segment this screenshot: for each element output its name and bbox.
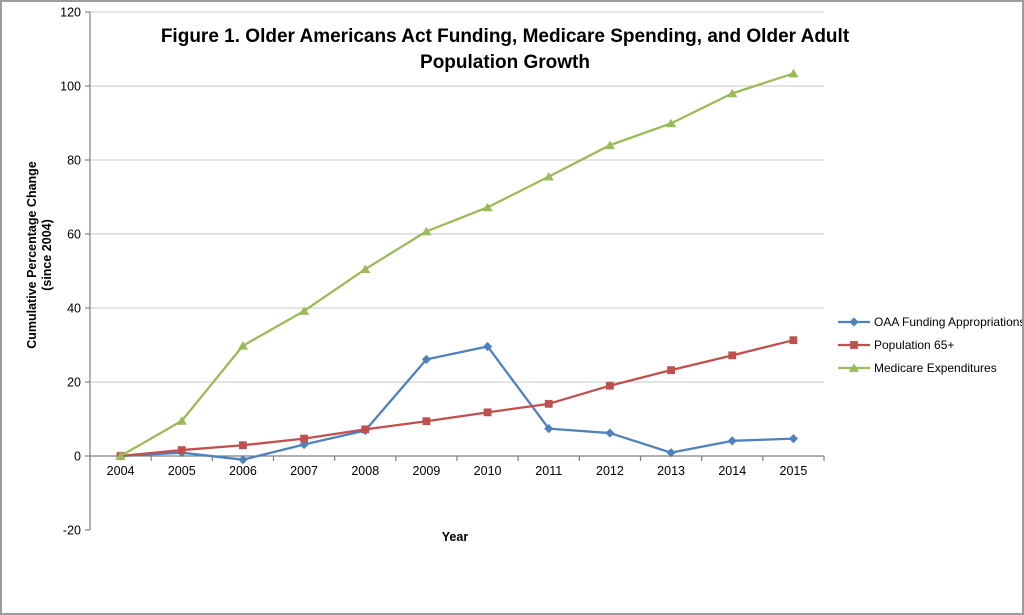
marker-triangle: [604, 140, 616, 150]
marker-square: [606, 381, 614, 390]
marker-triangle: [298, 306, 310, 315]
marker-square: [789, 336, 798, 345]
y-tick-label: 100: [60, 80, 81, 94]
marker-diamond: [544, 424, 554, 434]
legend-label: Medicare Expenditures: [874, 360, 997, 375]
legend-item-oaa-funding: OAA Funding Appropriations: [838, 310, 1024, 333]
marker-diamond: [849, 316, 859, 327]
marker-square: [544, 399, 553, 408]
x-tick-label: 2015: [780, 464, 808, 478]
y-tick-label: 0: [74, 450, 81, 464]
x-tick-label: 2010: [474, 464, 502, 478]
x-tick-label: 2009: [413, 464, 441, 478]
marker-square: [728, 351, 737, 360]
marker-square: [422, 417, 431, 426]
x-tick-label: 2006: [229, 464, 257, 478]
y-tick-label: 80: [67, 154, 81, 168]
marker-diamond: [299, 439, 309, 450]
chart-title: Figure 1. Older Americans Act Funding, M…: [2, 24, 1008, 76]
marker-square: [361, 425, 370, 434]
y-tick-label: 40: [67, 302, 81, 316]
marker-triangle: [543, 172, 554, 181]
marker-square: [667, 366, 675, 375]
marker-diamond: [238, 455, 248, 465]
series-line: [120, 345, 794, 461]
legend-item-population-65: Population 65+: [838, 333, 1022, 356]
x-tick-label: 2013: [657, 464, 685, 478]
marker-diamond: [421, 354, 432, 365]
marker-diamond: [727, 436, 737, 446]
marker-triangle: [421, 226, 432, 236]
y-tick-label: -20: [63, 524, 81, 538]
marker-diamond: [666, 448, 676, 458]
x-tick-label: 2011: [535, 464, 562, 478]
x-tick-label: 2014: [718, 464, 746, 478]
marker-triangle: [848, 362, 860, 372]
marker-triangle: [360, 264, 371, 274]
y-tick-label: 20: [67, 376, 81, 390]
chart-title-line1: Figure 1. Older Americans Act Funding, M…: [160, 26, 850, 47]
x-tick-label: 2008: [351, 464, 379, 478]
marker-square: [300, 434, 308, 443]
x-tick-label: 2007: [290, 464, 318, 478]
chart-title-line2: Population Growth: [420, 52, 590, 73]
series-line: [120, 339, 794, 458]
marker-square: [177, 446, 186, 454]
y-tick-label: 60: [67, 228, 81, 242]
legend-label: Population 65+: [874, 337, 955, 352]
legend-marker-triangle-icon: [838, 362, 870, 372]
legend-label: OAA Funding Appropriations: [874, 314, 1024, 329]
chart-legend: OAA Funding Appropriations Population 65…: [838, 310, 1024, 379]
y-tick-label: 120: [60, 6, 81, 20]
x-tick-label: 2012: [596, 464, 624, 478]
y-axis-title-line2: (since 2004): [40, 219, 54, 291]
y-axis-title: Cumulative Percentage Change (since 2004…: [25, 161, 55, 349]
marker-square: [850, 340, 858, 349]
x-tick-label: 2005: [168, 464, 196, 478]
marker-triangle: [237, 341, 249, 350]
marker-triangle: [482, 202, 493, 212]
marker-diamond: [605, 428, 615, 438]
x-axis-title: Year: [441, 530, 469, 544]
marker-diamond: [788, 434, 799, 444]
marker-triangle: [788, 68, 799, 78]
legend-marker-diamond-icon: [838, 316, 870, 327]
marker-square: [483, 408, 492, 417]
y-axis-title-line1: Cumulative Percentage Change: [25, 161, 39, 349]
marker-triangle: [115, 451, 126, 460]
marker-triangle: [176, 416, 187, 425]
legend-item-medicare-expenditures: Medicare Expenditures: [838, 356, 1022, 379]
x-tick-label: 2004: [107, 464, 135, 478]
marker-triangle: [727, 88, 738, 98]
marker-triangle: [665, 118, 677, 128]
series-line: [120, 72, 794, 457]
marker-square: [239, 441, 247, 450]
legend-marker-square-icon: [838, 340, 870, 349]
marker-diamond: [482, 341, 493, 352]
